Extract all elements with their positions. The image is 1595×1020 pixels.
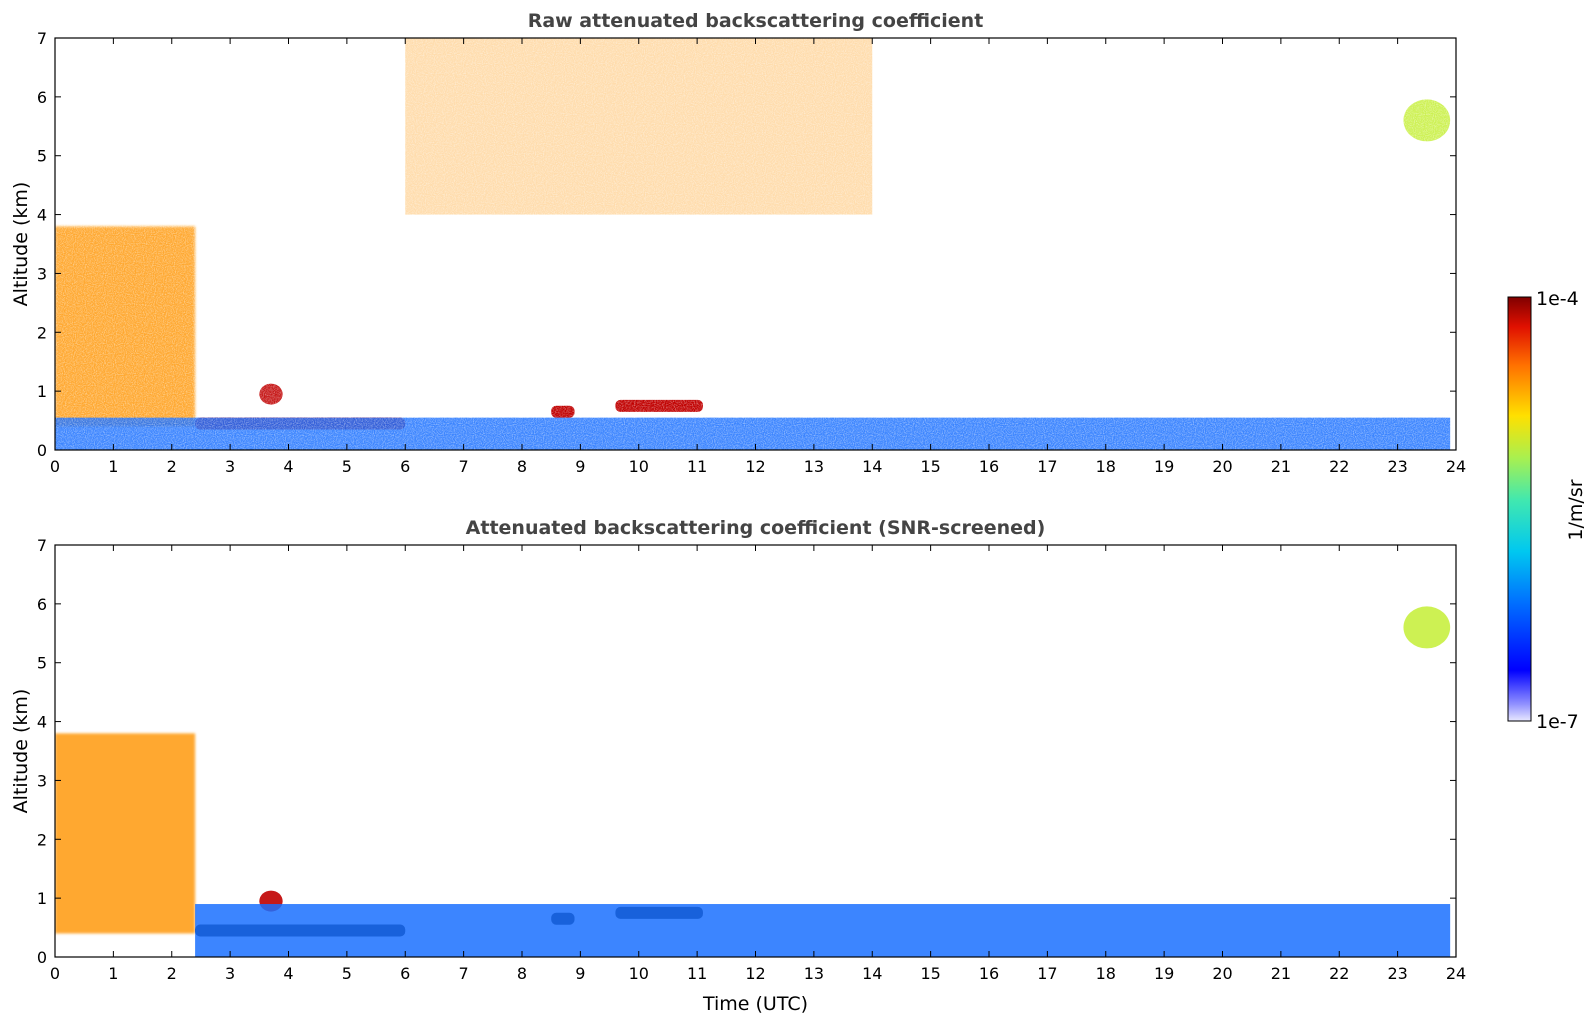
y-tick-label: 3 [37, 771, 47, 790]
colorbar-gradient [1507, 296, 1532, 722]
x-tick-label: 8 [517, 457, 527, 476]
x-tick-label: 20 [1212, 964, 1232, 983]
x-tick-label: 15 [920, 457, 940, 476]
x-tick-label: 23 [1387, 457, 1407, 476]
x-tick-label: 12 [745, 964, 765, 983]
x-tick-label: 22 [1329, 964, 1349, 983]
x-tick-label: 2 [167, 964, 177, 983]
y-tick-label: 0 [37, 948, 47, 967]
x-tick-label: 6 [400, 457, 410, 476]
x-tick-label: 18 [1096, 457, 1116, 476]
x-tick-label: 7 [459, 457, 469, 476]
y-tick-label: 6 [37, 595, 47, 614]
y-axis-label: Altitude (km) [10, 182, 32, 307]
x-tick-label: 15 [920, 964, 940, 983]
snr-screened-panel: 0 1 2 3 4 5 6 7 8 9 10 11 12 13 14 15 16 17 18 19 20 21 22 23 24… [10, 517, 1466, 1015]
x-tick-label: 19 [1154, 457, 1174, 476]
x-tick-label: 5 [342, 964, 352, 983]
noise-texture [55, 38, 1456, 450]
x-axis-label: Time (UTC) [702, 993, 808, 1015]
x-tick-label: 24 [1446, 964, 1466, 983]
x-tick-label: 5 [342, 457, 352, 476]
colorbar-max-label: 1e-4 [1536, 288, 1579, 310]
colorbar: 1e-4 1e-7 1/m/sr [1507, 288, 1587, 733]
x-tick-label: 0 [50, 457, 60, 476]
y-tick-label: 4 [37, 713, 47, 732]
y-tick-label: 2 [37, 830, 47, 849]
y-tick-label: 0 [37, 441, 47, 460]
x-tick-label: 8 [517, 964, 527, 983]
x-tick-label: 11 [687, 964, 707, 983]
x-tick-label: 12 [745, 457, 765, 476]
x-tick-label: 21 [1271, 457, 1291, 476]
x-tick-label: 24 [1446, 457, 1466, 476]
raw-backscatter-panel: 0 1 2 3 4 5 6 7 8 9 10 11 12 13 14 15 16 17 18 19 20 21 22 23 24… [10, 10, 1466, 476]
x-tick-label: 22 [1329, 457, 1349, 476]
y-tick-label: 1 [37, 889, 47, 908]
x-tick-label: 19 [1154, 964, 1174, 983]
y-tick-label: 6 [37, 88, 47, 107]
y-tick-label: 2 [37, 323, 47, 342]
x-tick-label: 10 [629, 964, 649, 983]
y-tick-label: 5 [37, 654, 47, 673]
boundary-layer [195, 904, 1451, 957]
y-tick-label: 7 [37, 536, 47, 555]
cloud-column [55, 733, 196, 934]
y-tick-label: 7 [37, 29, 47, 48]
x-tick-label: 6 [400, 964, 410, 983]
x-tick-label: 21 [1271, 964, 1291, 983]
x-tick-label: 14 [862, 964, 882, 983]
x-tick-label: 13 [804, 964, 824, 983]
colorbar-unit-label: 1/m/sr [1565, 479, 1587, 540]
x-tick-label: 7 [459, 964, 469, 983]
x-tick-label: 20 [1212, 457, 1232, 476]
x-tick-label: 4 [283, 964, 293, 983]
x-tick-label: 16 [979, 457, 999, 476]
plot-area [55, 545, 1456, 957]
x-tick-label: 3 [225, 964, 235, 983]
x-tick-label: 17 [1037, 964, 1057, 983]
y-tick-label: 5 [37, 147, 47, 166]
y-axis-label: Altitude (km) [10, 689, 32, 814]
x-tick-label: 4 [283, 457, 293, 476]
x-tick-label: 13 [804, 457, 824, 476]
x-tick-label: 0 [50, 964, 60, 983]
x-tick-label: 10 [629, 457, 649, 476]
panel-title: Attenuated backscattering coefficient (S… [466, 517, 1046, 539]
x-tick-label: 9 [575, 457, 585, 476]
colorbar-min-label: 1e-7 [1536, 711, 1579, 733]
y-tick-label: 3 [37, 264, 47, 283]
x-tick-label: 1 [108, 964, 118, 983]
x-tick-label: 23 [1387, 964, 1407, 983]
x-tick-label: 14 [862, 457, 882, 476]
panel-title: Raw attenuated backscattering coefficien… [528, 10, 984, 32]
y-tick-label: 4 [37, 206, 47, 225]
x-tick-label: 17 [1037, 457, 1057, 476]
x-tick-label: 3 [225, 457, 235, 476]
y-tick-label: 1 [37, 382, 47, 401]
x-tick-label: 16 [979, 964, 999, 983]
x-tick-label: 11 [687, 457, 707, 476]
cloud-patch [1403, 606, 1451, 649]
x-tick-label: 9 [575, 964, 585, 983]
x-tick-label: 1 [108, 457, 118, 476]
x-tick-label: 2 [167, 457, 177, 476]
x-tick-label: 18 [1096, 964, 1116, 983]
